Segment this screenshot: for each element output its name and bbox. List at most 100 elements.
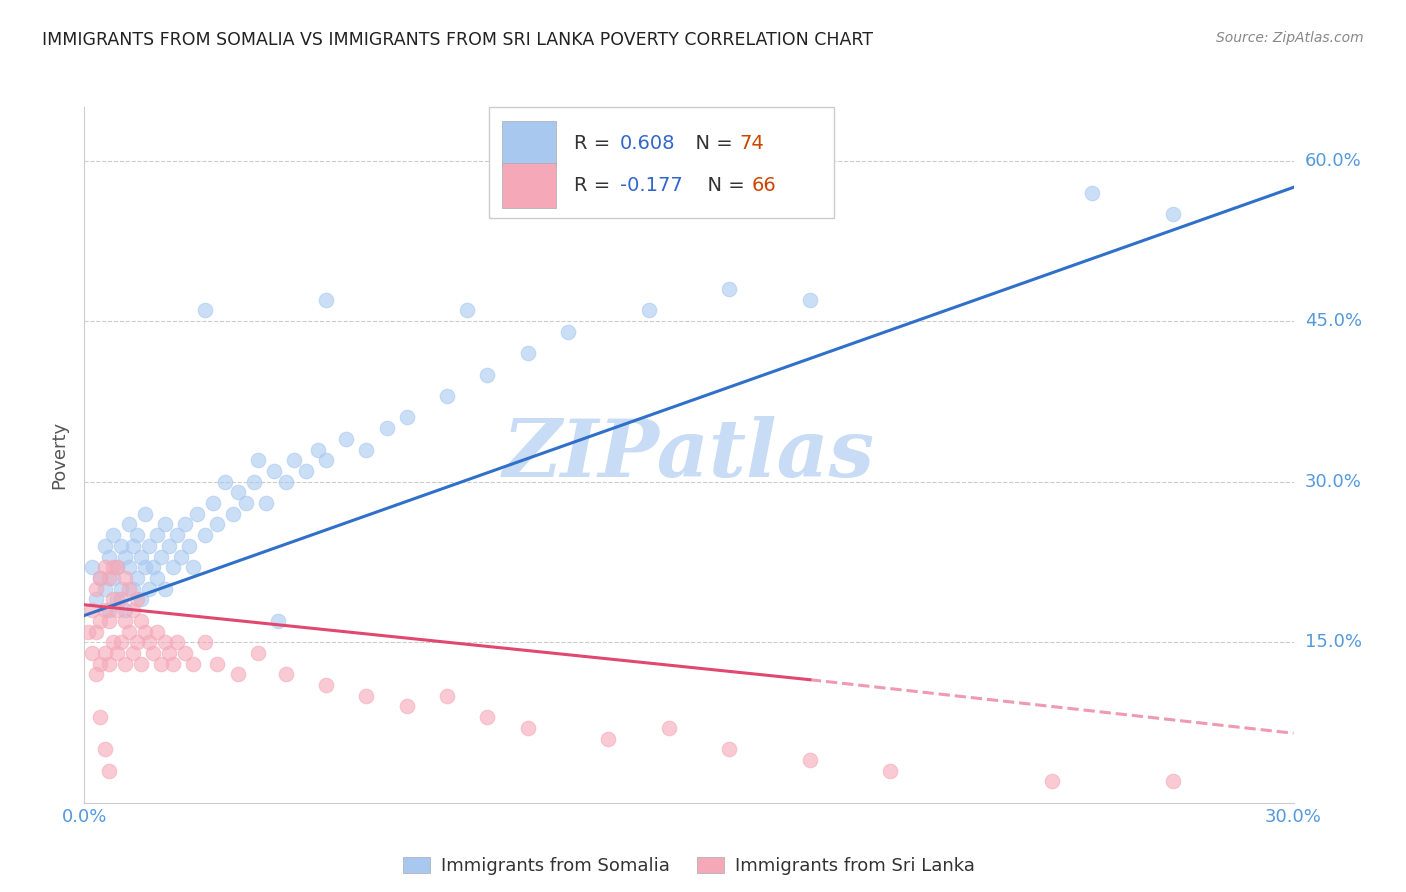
- Point: [82, 646, 104, 660]
- Point: [557, 325, 579, 339]
- Point: [93, 560, 115, 574]
- Point: [1161, 774, 1184, 789]
- Point: [146, 528, 169, 542]
- Point: [516, 346, 538, 360]
- Point: [89, 571, 111, 585]
- Point: [121, 646, 143, 660]
- Point: [658, 721, 681, 735]
- Point: [142, 560, 165, 574]
- Point: [174, 517, 197, 532]
- Y-axis label: Poverty: Poverty: [51, 421, 69, 489]
- Text: Source: ZipAtlas.com: Source: ZipAtlas.com: [1216, 31, 1364, 45]
- Point: [335, 432, 357, 446]
- Point: [202, 496, 225, 510]
- Point: [194, 635, 217, 649]
- Point: [214, 475, 236, 489]
- Text: 15.0%: 15.0%: [1305, 633, 1361, 651]
- Point: [125, 528, 148, 542]
- Point: [146, 571, 169, 585]
- Point: [174, 646, 197, 660]
- Point: [93, 646, 115, 660]
- Point: [97, 571, 120, 585]
- Point: [110, 539, 132, 553]
- Point: [246, 453, 269, 467]
- Point: [181, 560, 204, 574]
- Point: [114, 614, 136, 628]
- Point: [315, 453, 337, 467]
- Point: [121, 582, 143, 596]
- Point: [179, 539, 201, 553]
- Point: [114, 603, 136, 617]
- Point: [121, 539, 143, 553]
- Point: [89, 657, 111, 671]
- Point: [101, 635, 124, 649]
- Point: [118, 517, 141, 532]
- Point: [105, 592, 128, 607]
- Point: [194, 303, 217, 318]
- Point: [86, 582, 108, 596]
- Point: [142, 646, 165, 660]
- Point: [274, 667, 297, 681]
- Point: [138, 635, 160, 649]
- Point: [315, 678, 337, 692]
- Point: [356, 689, 378, 703]
- Point: [110, 582, 132, 596]
- Point: [879, 764, 901, 778]
- Point: [477, 710, 499, 724]
- Point: [254, 496, 277, 510]
- Point: [114, 549, 136, 564]
- Point: [149, 657, 172, 671]
- Point: [114, 571, 136, 585]
- Point: [101, 571, 124, 585]
- FancyBboxPatch shape: [489, 107, 834, 219]
- Point: [121, 603, 143, 617]
- Point: [718, 742, 741, 756]
- Point: [97, 549, 120, 564]
- Legend: Immigrants from Somalia, Immigrants from Sri Lanka: Immigrants from Somalia, Immigrants from…: [394, 848, 984, 884]
- Point: [149, 549, 172, 564]
- Point: [105, 646, 128, 660]
- Point: [97, 764, 120, 778]
- Point: [598, 731, 620, 746]
- Point: [86, 624, 108, 639]
- Point: [153, 517, 176, 532]
- Point: [97, 603, 120, 617]
- Point: [146, 624, 169, 639]
- Point: [125, 571, 148, 585]
- Point: [456, 303, 478, 318]
- Text: IMMIGRANTS FROM SOMALIA VS IMMIGRANTS FROM SRI LANKA POVERTY CORRELATION CHART: IMMIGRANTS FROM SOMALIA VS IMMIGRANTS FR…: [42, 31, 873, 49]
- Point: [436, 689, 458, 703]
- Point: [166, 635, 188, 649]
- Point: [97, 614, 120, 628]
- Point: [110, 635, 132, 649]
- Point: [82, 560, 104, 574]
- Point: [170, 549, 193, 564]
- Point: [283, 453, 305, 467]
- Text: N =: N =: [695, 176, 751, 194]
- Point: [718, 282, 741, 296]
- Point: [186, 507, 208, 521]
- Text: -0.177: -0.177: [620, 176, 683, 194]
- Point: [274, 475, 297, 489]
- Point: [162, 657, 184, 671]
- Point: [129, 657, 152, 671]
- Point: [153, 582, 176, 596]
- Point: [799, 293, 821, 307]
- Point: [375, 421, 398, 435]
- Point: [77, 624, 100, 639]
- Text: N =: N =: [683, 134, 740, 153]
- Point: [129, 614, 152, 628]
- Point: [637, 303, 659, 318]
- Point: [134, 624, 156, 639]
- Text: 66: 66: [752, 176, 776, 194]
- Point: [93, 582, 115, 596]
- Point: [226, 667, 249, 681]
- Point: [153, 635, 176, 649]
- Point: [129, 592, 152, 607]
- Point: [105, 560, 128, 574]
- Point: [307, 442, 329, 457]
- Point: [105, 560, 128, 574]
- Point: [267, 614, 290, 628]
- Point: [315, 293, 337, 307]
- FancyBboxPatch shape: [502, 162, 555, 208]
